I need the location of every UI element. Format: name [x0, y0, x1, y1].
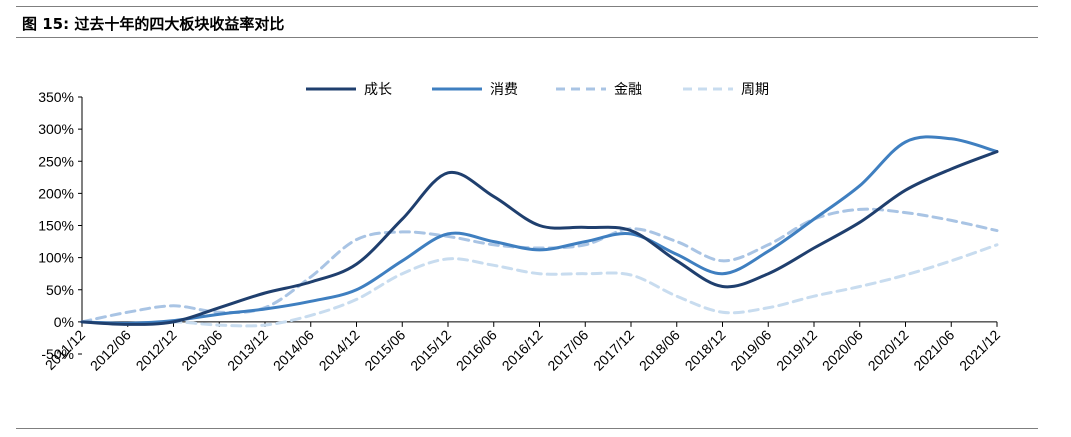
- x-tick-label: 2013/12: [224, 327, 271, 374]
- y-tick-label: 250%: [38, 153, 74, 169]
- legend-label: 成长: [364, 81, 392, 97]
- top-rule: [16, 6, 1038, 7]
- series-line-0: [80, 150, 999, 326]
- y-tick-label: -50%: [41, 346, 74, 362]
- y-tick-label: 350%: [38, 89, 74, 105]
- title-rule: [16, 37, 1038, 38]
- legend: 成长 消费 金融 周期: [306, 81, 769, 97]
- x-tick-label: 2020/12: [865, 327, 912, 374]
- x-tick-label: 2015/06: [361, 327, 408, 374]
- x-tick-label: 2021/12: [956, 327, 1003, 374]
- legend-label: 金融: [614, 81, 642, 97]
- x-tick-label: 2014/06: [270, 327, 317, 374]
- y-tick-label: 100%: [38, 250, 74, 266]
- y-axis: -50% 0% 50% 100% 150% 200% 250% 300% 350%: [38, 89, 83, 362]
- figure-title: 图 15: 过去十年的四大板块收益率对比: [22, 15, 285, 33]
- x-tick-label: 2019/12: [773, 327, 820, 374]
- series-line-3: [80, 243, 999, 328]
- legend-label: 消费: [490, 81, 518, 97]
- x-tick-label: 2018/06: [636, 327, 683, 374]
- x-tick-label: 2017/12: [590, 327, 637, 374]
- x-axis: 2011/122012/062012/122013/062013/122014/…: [42, 321, 1003, 374]
- x-tick-label: 2019/06: [727, 327, 774, 374]
- y-tick-label: 300%: [38, 121, 74, 137]
- x-tick-label: 2020/06: [819, 327, 866, 374]
- x-tick-label: 2012/06: [87, 327, 134, 374]
- x-tick-label: 2014/12: [316, 327, 363, 374]
- x-tick-label: 2013/06: [178, 327, 225, 374]
- legend-label: 周期: [741, 81, 769, 97]
- x-tick-label: 2016/06: [453, 327, 500, 374]
- y-tick-label: 0%: [54, 314, 74, 330]
- series-line-1: [80, 135, 999, 325]
- bottom-rule: [16, 428, 1038, 429]
- series-layer: [80, 135, 999, 328]
- x-tick-label: 2015/12: [407, 327, 454, 374]
- x-tick-label: 2016/12: [499, 327, 546, 374]
- y-tick-label: 150%: [38, 218, 74, 234]
- x-tick-label: 2012/12: [133, 327, 180, 374]
- y-tick-label: 50%: [46, 282, 74, 298]
- y-tick-label: 200%: [38, 185, 74, 201]
- x-tick-label: 2017/06: [544, 327, 591, 374]
- x-tick-label: 2018/12: [682, 327, 729, 374]
- x-tick-label: 2021/06: [910, 327, 957, 374]
